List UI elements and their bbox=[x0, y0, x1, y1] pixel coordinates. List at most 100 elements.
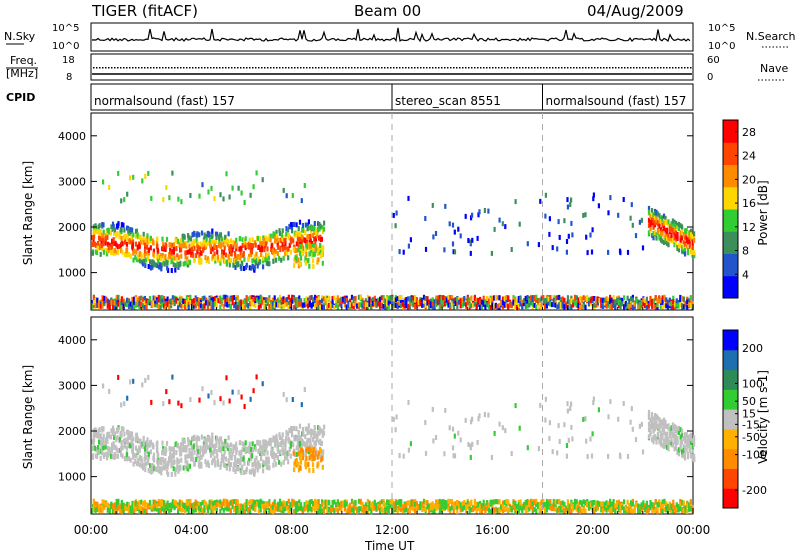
scatter-cell bbox=[285, 397, 288, 403]
scatter-cell bbox=[284, 241, 287, 247]
scatter-cell bbox=[609, 195, 612, 201]
scatter-cell bbox=[690, 249, 693, 255]
nave-dot bbox=[129, 67, 131, 69]
scatter-cell bbox=[422, 498, 426, 504]
scatter-cell bbox=[182, 507, 185, 512]
scatter-cell bbox=[138, 438, 141, 444]
scatter-cell bbox=[289, 297, 292, 303]
scatter-cell bbox=[295, 445, 298, 451]
scatter-cell bbox=[352, 505, 355, 510]
scatter-cell bbox=[101, 303, 104, 309]
scatter-cell bbox=[175, 297, 178, 303]
scatter-cell bbox=[496, 295, 499, 301]
scatter-cell bbox=[306, 234, 309, 240]
scatter-cell bbox=[285, 430, 288, 436]
scatter-cell bbox=[326, 501, 329, 507]
scatter-cell bbox=[259, 502, 262, 508]
scatter-cell bbox=[477, 298, 480, 304]
scatter-cell bbox=[219, 436, 223, 442]
nave-dot bbox=[174, 67, 176, 69]
scatter-cell bbox=[410, 505, 413, 511]
scatter-cell bbox=[217, 298, 220, 304]
scatter-cell bbox=[379, 303, 382, 309]
scatter-cell bbox=[117, 223, 120, 229]
scatter-cell bbox=[96, 433, 99, 439]
scatter-cell bbox=[191, 304, 194, 310]
scatter-cell bbox=[106, 445, 110, 451]
scatter-cell bbox=[120, 227, 123, 233]
scatter-cell bbox=[125, 445, 129, 451]
scatter-cell bbox=[161, 502, 164, 508]
scatter-cell bbox=[110, 453, 113, 459]
scatter-cell bbox=[340, 302, 343, 308]
scatter-cell bbox=[222, 294, 225, 300]
scatter-cell bbox=[307, 242, 310, 248]
scatter-cell bbox=[656, 301, 659, 307]
scatter-cell bbox=[238, 507, 241, 513]
scatter-cell bbox=[96, 250, 99, 255]
scatter-cell bbox=[117, 301, 120, 307]
scatter-cell bbox=[243, 299, 246, 305]
scatter-cell bbox=[295, 451, 298, 457]
scatter-cell bbox=[298, 499, 301, 505]
scatter-cell bbox=[306, 442, 309, 448]
scatter-cell bbox=[469, 454, 472, 460]
scatter-cell bbox=[111, 226, 114, 232]
scatter-cell bbox=[248, 447, 251, 453]
scatter-cell bbox=[252, 297, 255, 303]
scatter-cell bbox=[584, 212, 587, 218]
scatter-cell bbox=[475, 297, 478, 303]
scatter-cell bbox=[412, 499, 415, 505]
scatter-cell bbox=[219, 503, 222, 509]
scatter-cell bbox=[96, 302, 99, 308]
scatter-cell bbox=[221, 250, 224, 256]
scatter-cell bbox=[169, 251, 172, 257]
scatter-cell bbox=[101, 232, 104, 238]
scatter-cell bbox=[415, 501, 418, 507]
scatter-cell bbox=[130, 235, 133, 241]
scatter-cell bbox=[91, 446, 95, 451]
scatter-cell bbox=[307, 219, 310, 225]
scatter-cell bbox=[124, 437, 127, 443]
scatter-cell bbox=[466, 504, 469, 510]
scatter-cell bbox=[442, 499, 445, 505]
scatter-cell bbox=[113, 445, 116, 450]
scatter-cell bbox=[673, 242, 676, 248]
scatter-cell bbox=[298, 441, 301, 446]
scatter-cell bbox=[314, 498, 317, 504]
scatter-cell bbox=[284, 251, 287, 257]
scatter-cell bbox=[435, 506, 438, 511]
scatter-cell bbox=[140, 506, 143, 512]
scatter-cell bbox=[91, 439, 94, 445]
nave-dot bbox=[225, 67, 227, 69]
scatter-cell bbox=[679, 441, 682, 447]
scatter-cell bbox=[664, 236, 667, 242]
scatter-cell bbox=[408, 508, 411, 514]
scatter-cell bbox=[548, 420, 551, 426]
scatter-cell bbox=[167, 461, 170, 467]
scatter-cell bbox=[398, 295, 401, 300]
scatter-cell bbox=[139, 234, 142, 240]
scatter-cell bbox=[256, 467, 259, 473]
scatter-cell bbox=[247, 507, 250, 513]
scatter-cell bbox=[166, 500, 169, 506]
scatter-cell bbox=[207, 444, 210, 450]
scatter-cell bbox=[232, 240, 235, 246]
scatter-cell bbox=[224, 498, 227, 504]
scatter-cell bbox=[321, 455, 324, 461]
scatter-cell bbox=[247, 460, 250, 466]
scatter-cell bbox=[457, 226, 460, 232]
scatter-cell bbox=[667, 242, 670, 248]
scatter-cell bbox=[288, 242, 291, 248]
nave-dot bbox=[438, 67, 440, 69]
scatter-cell bbox=[174, 471, 177, 477]
scatter-cell bbox=[284, 506, 287, 512]
nave-dot bbox=[273, 67, 275, 69]
scatter-cell bbox=[301, 506, 304, 512]
scatter-cell bbox=[188, 453, 191, 459]
scatter-cell bbox=[422, 297, 426, 303]
nave-dot bbox=[279, 67, 281, 69]
nave-dot bbox=[330, 67, 332, 69]
nave-dot bbox=[495, 67, 497, 69]
scatter-cell bbox=[235, 501, 238, 506]
